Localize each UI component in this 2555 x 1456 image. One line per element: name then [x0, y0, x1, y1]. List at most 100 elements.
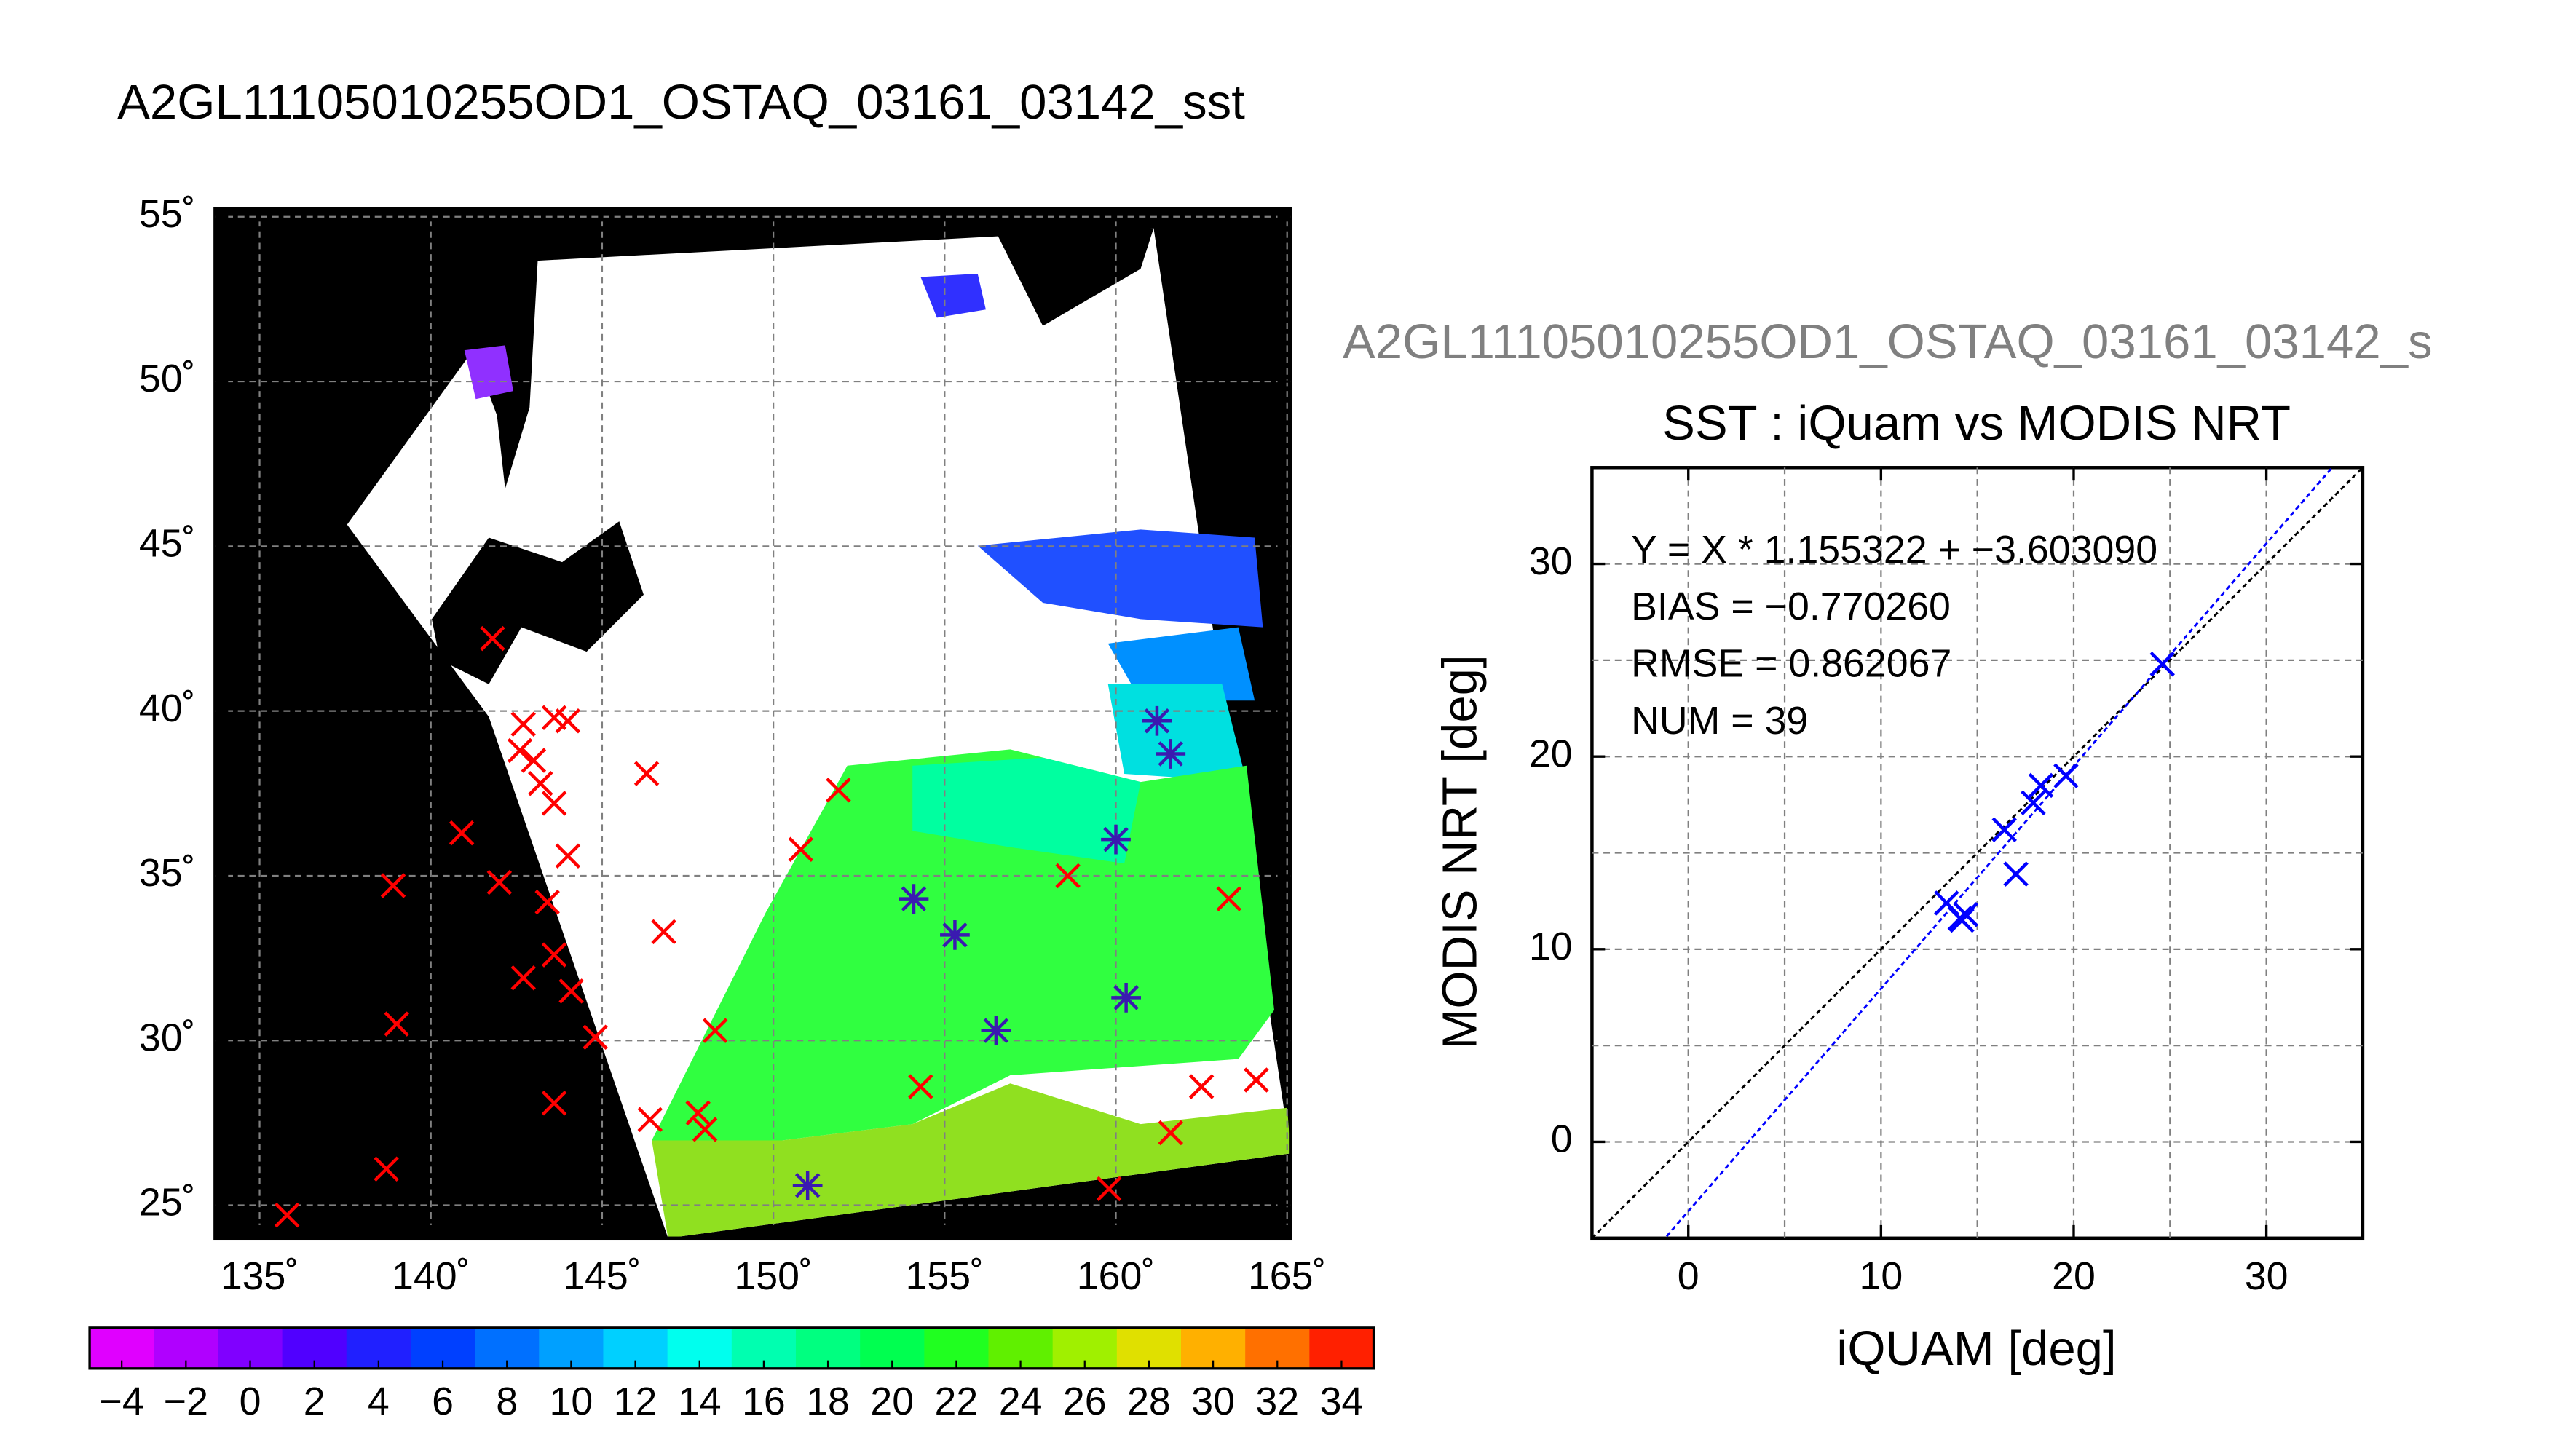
grid	[1592, 467, 2363, 1238]
colorbar-tick-label: 20	[870, 1380, 914, 1423]
scatter-subtitle: A2GL11105010255OD1_OSTAQ_03161_03142_s	[1343, 314, 2433, 369]
imagery-patch	[652, 1083, 1291, 1238]
marker	[541, 791, 567, 816]
y-tick-label: 30˚	[139, 1016, 196, 1059]
marker	[274, 1202, 300, 1228]
marker	[637, 1107, 663, 1133]
colorbar-tick-label: 2	[304, 1380, 325, 1423]
colorbar-tick-label: 14	[678, 1380, 722, 1423]
imagery-patch	[977, 529, 1263, 628]
annotation: NUM = 39	[1631, 699, 1808, 743]
y-tick-label: 25˚	[139, 1181, 196, 1224]
y-tick-label: 30	[1529, 539, 1573, 583]
colorbar-tick-label: 32	[1255, 1380, 1299, 1423]
colorbar-tick-label: −4	[100, 1380, 144, 1423]
marker	[2021, 790, 2046, 815]
marker	[1949, 907, 1975, 933]
marker	[1188, 1074, 1215, 1099]
marker	[541, 942, 567, 968]
colorbar-tick-label: 22	[935, 1380, 979, 1423]
x-tick-label: 160˚	[1077, 1254, 1155, 1298]
colorbar-frame	[88, 1326, 1375, 1370]
marker	[1096, 1176, 1122, 1202]
marker	[1055, 863, 1081, 889]
marker	[685, 1100, 711, 1126]
marker	[528, 770, 553, 796]
fit-line	[1663, 467, 2334, 1238]
colorbar-tick-label: −2	[164, 1380, 208, 1423]
marker	[1244, 1067, 1269, 1093]
marker	[633, 761, 660, 786]
grid	[215, 208, 1291, 1238]
marker	[374, 1156, 399, 1182]
y-tick-label: 50˚	[139, 357, 196, 400]
marker	[1111, 983, 1141, 1013]
marker	[788, 836, 814, 862]
x-tick-label: 145˚	[563, 1254, 641, 1298]
colorbar-tick-label: 8	[496, 1380, 518, 1423]
x-tick-label: 20	[2052, 1254, 2096, 1298]
marker	[541, 1090, 567, 1116]
x-tick-label: 155˚	[906, 1254, 984, 1298]
marker	[521, 748, 547, 773]
marker	[2053, 763, 2079, 788]
marker	[583, 1024, 608, 1050]
colorbar-tick-label: 4	[368, 1380, 390, 1423]
x-tick-label: 140˚	[392, 1254, 470, 1298]
identity-line	[1592, 467, 2363, 1238]
x-tick-label: 30	[2245, 1254, 2289, 1298]
annotation: BIAS = −0.770260	[1631, 585, 1951, 628]
colorbar-tick-label: 18	[806, 1380, 850, 1423]
marker	[702, 1018, 728, 1043]
y-axis-label: MODIS NRT [deg]	[1432, 654, 1487, 1049]
marker	[2003, 861, 2029, 887]
y-tick-label: 45˚	[139, 522, 196, 566]
y-tick-label: 40˚	[139, 687, 196, 730]
x-tick-label: 135˚	[221, 1254, 299, 1298]
y-tick-label: 55˚	[139, 192, 196, 236]
marker	[1156, 739, 1186, 769]
x-axis-label: iQUAM [deg]	[1836, 1321, 2116, 1376]
marker	[486, 869, 513, 895]
colorbar-tick-label: 6	[432, 1380, 454, 1423]
marker	[792, 1171, 823, 1200]
marker	[908, 1074, 933, 1099]
marker	[384, 1011, 409, 1037]
map-imagery	[215, 208, 1291, 1238]
marker	[826, 778, 851, 803]
marker	[1216, 886, 1241, 911]
map-title: A2GL11105010255OD1_OSTAQ_03161_03142_sst	[117, 75, 1245, 130]
marker	[555, 843, 581, 869]
imagery-patch	[920, 273, 986, 318]
y-tick-label: 0	[1551, 1117, 1573, 1161]
annotation: RMSE = 0.862067	[1631, 641, 1951, 685]
imagery-patch	[1107, 684, 1247, 783]
marker	[981, 1016, 1011, 1046]
marker	[558, 978, 584, 1004]
marker	[449, 820, 475, 846]
x-tick-label: 150˚	[734, 1254, 812, 1298]
annotation: Y = X * 1.155322 + −3.603090	[1631, 528, 2157, 571]
colorbar-tick-label: 16	[742, 1380, 786, 1423]
plot-area	[1592, 467, 2363, 1238]
marker	[510, 711, 536, 737]
land	[432, 521, 644, 684]
scatter-title: SST : iQuam vs MODIS NRT	[1662, 396, 2291, 451]
colorbar-tick-label: 10	[550, 1380, 593, 1423]
imagery-patch	[912, 757, 1141, 864]
marker	[940, 920, 970, 950]
x-tick-label: 165˚	[1248, 1254, 1326, 1298]
imagery-patch	[464, 345, 513, 400]
marker	[507, 737, 533, 764]
y-tick-label: 35˚	[139, 851, 196, 895]
colorbar-tick-label: 34	[1320, 1380, 1364, 1423]
marker	[534, 889, 560, 915]
plot-area	[274, 625, 1269, 1228]
marker	[1101, 824, 1131, 855]
colorbar-tick-label: 24	[999, 1380, 1043, 1423]
marker	[380, 873, 406, 898]
colorbar-tick-label: 28	[1127, 1380, 1171, 1423]
marker	[651, 919, 676, 945]
map-frame	[213, 207, 1292, 1241]
